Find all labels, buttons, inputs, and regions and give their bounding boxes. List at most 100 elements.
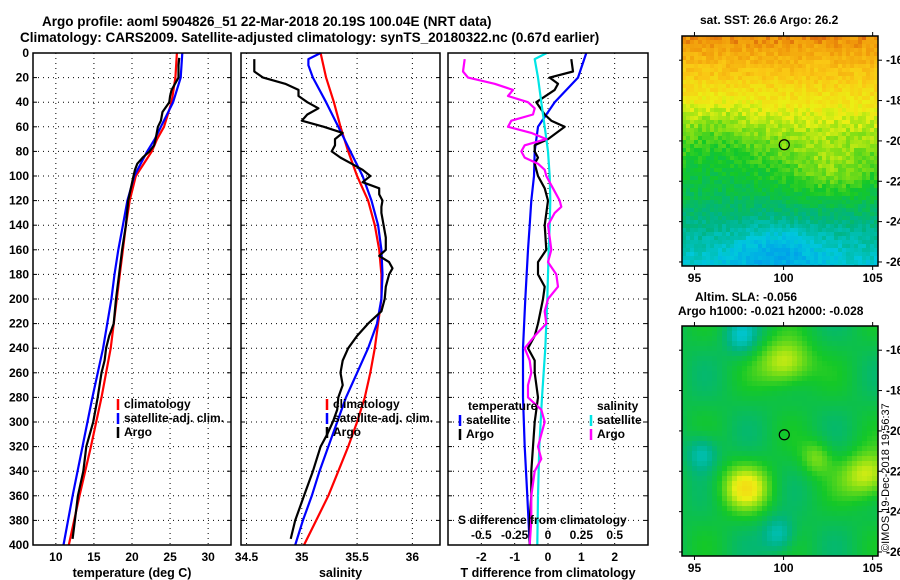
map-cell bbox=[792, 501, 797, 506]
map-cell bbox=[738, 92, 742, 96]
map-cell bbox=[767, 336, 772, 341]
map-cell bbox=[790, 108, 794, 112]
map-cell bbox=[867, 491, 872, 496]
map-cell bbox=[746, 168, 750, 172]
map-cell bbox=[734, 40, 738, 44]
map-cell bbox=[697, 511, 702, 516]
map-cell bbox=[794, 224, 798, 228]
map-cell bbox=[692, 416, 697, 421]
map-cell bbox=[790, 164, 794, 168]
map-cell bbox=[732, 361, 737, 366]
map-cell bbox=[722, 371, 727, 376]
map-cell bbox=[837, 401, 842, 406]
map-cell bbox=[686, 36, 690, 40]
map-cell bbox=[762, 441, 767, 446]
map-cell bbox=[794, 56, 798, 60]
map-cell bbox=[717, 366, 722, 371]
map-cell bbox=[777, 396, 782, 401]
map-cell bbox=[850, 100, 854, 104]
map-cell bbox=[682, 401, 687, 406]
map-cell bbox=[750, 192, 754, 196]
map-cell bbox=[806, 144, 810, 148]
map-cell bbox=[710, 60, 714, 64]
map-cell bbox=[837, 551, 842, 556]
map-cell bbox=[830, 48, 834, 52]
map-cell bbox=[790, 112, 794, 116]
map-cell bbox=[794, 184, 798, 188]
map-cell bbox=[738, 144, 742, 148]
map-cell bbox=[742, 536, 747, 541]
map-cell bbox=[742, 212, 746, 216]
map-cell bbox=[722, 212, 726, 216]
map-cell bbox=[817, 421, 822, 426]
map-cell bbox=[686, 40, 690, 44]
map-cell bbox=[710, 48, 714, 52]
map-cell bbox=[694, 260, 698, 264]
legend-label: Argo bbox=[124, 425, 152, 439]
map-cell bbox=[777, 326, 782, 331]
map-cell bbox=[718, 244, 722, 248]
map-cell bbox=[738, 128, 742, 132]
map-cell bbox=[762, 411, 767, 416]
map-cell bbox=[702, 192, 706, 196]
map-cell bbox=[866, 156, 870, 160]
map-cell bbox=[814, 140, 818, 144]
map-cell bbox=[686, 88, 690, 92]
map-cell bbox=[718, 260, 722, 264]
map-cell bbox=[862, 371, 867, 376]
map-cell bbox=[694, 140, 698, 144]
map-cell bbox=[762, 244, 766, 248]
map-cell bbox=[706, 236, 710, 240]
map-cell bbox=[732, 426, 737, 431]
map-cell bbox=[694, 256, 698, 260]
map-cell bbox=[810, 88, 814, 92]
map-cell bbox=[837, 521, 842, 526]
map-cell bbox=[777, 446, 782, 451]
map-cell bbox=[782, 546, 787, 551]
map-cell bbox=[730, 212, 734, 216]
map-cell bbox=[762, 116, 766, 120]
map-cell bbox=[747, 551, 752, 556]
map-cell bbox=[826, 196, 830, 200]
map-cell bbox=[694, 60, 698, 64]
map-cell bbox=[827, 446, 832, 451]
map-cell bbox=[750, 228, 754, 232]
map-cell bbox=[698, 92, 702, 96]
map-cell bbox=[787, 506, 792, 511]
map-cell bbox=[717, 341, 722, 346]
map-cell bbox=[782, 551, 787, 556]
map-cell bbox=[874, 36, 878, 40]
map-cell bbox=[838, 112, 842, 116]
map-cell bbox=[682, 264, 686, 266]
map-cell bbox=[738, 136, 742, 140]
map-cell bbox=[842, 156, 846, 160]
map-cell bbox=[686, 48, 690, 52]
series-satellite-adj-clim- bbox=[294, 52, 384, 546]
map-cell bbox=[722, 391, 727, 396]
map-cell bbox=[726, 80, 730, 84]
map-cell bbox=[770, 132, 774, 136]
map-cell bbox=[782, 466, 787, 471]
map-cell bbox=[852, 396, 857, 401]
map-cell bbox=[834, 224, 838, 228]
map-cell bbox=[758, 160, 762, 164]
map-cell bbox=[746, 208, 750, 212]
map-cell bbox=[812, 361, 817, 366]
map-cell bbox=[810, 144, 814, 148]
map-cell bbox=[818, 236, 822, 240]
map-cell bbox=[872, 536, 877, 541]
map-cell bbox=[812, 441, 817, 446]
map-cell bbox=[707, 366, 712, 371]
map-cell bbox=[742, 136, 746, 140]
map-cell bbox=[694, 216, 698, 220]
map-cell bbox=[777, 491, 782, 496]
map-cell bbox=[702, 391, 707, 396]
map-cell bbox=[742, 156, 746, 160]
map-cell bbox=[774, 116, 778, 120]
map-cell bbox=[782, 406, 787, 411]
map-cell bbox=[777, 371, 782, 376]
map-cell bbox=[810, 260, 814, 264]
map-cell bbox=[782, 180, 786, 184]
map-cell bbox=[802, 76, 806, 80]
map-cell bbox=[758, 180, 762, 184]
